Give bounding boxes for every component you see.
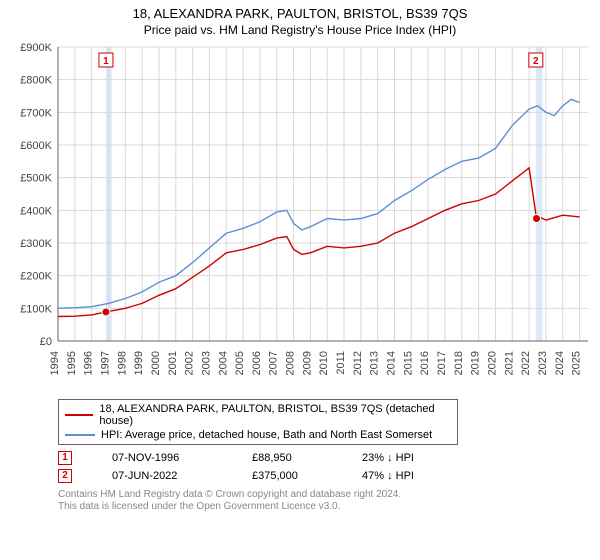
y-tick-label: £600K [20, 140, 52, 152]
x-tick-label: 1997 [99, 351, 111, 375]
x-tick-label: 1994 [49, 351, 61, 375]
legend-row: HPI: Average price, detached house, Bath… [65, 428, 451, 442]
tx-date: 07-NOV-1996 [112, 452, 212, 464]
x-tick-label: 2017 [436, 351, 448, 375]
tx-price: £88,950 [252, 452, 322, 464]
x-tick-label: 2023 [537, 351, 549, 375]
chart-area: £0 £100K £200K £300K £400K £500K £600K £700K £80… [8, 41, 592, 391]
y-tick-label: £700K [20, 107, 52, 119]
x-tick-label: 2004 [217, 351, 229, 375]
legend-swatch [65, 434, 95, 436]
x-tick-label: 2010 [318, 351, 330, 375]
x-tick-label: 2018 [453, 351, 465, 375]
x-tick-label: 2021 [503, 351, 515, 375]
x-tick-label: 2000 [150, 351, 162, 375]
series-hpi [58, 99, 580, 308]
tx-delta: 47% ↓ HPI [362, 470, 414, 482]
legend-swatch [65, 414, 93, 416]
footnote: Contains HM Land Registry data © Crown c… [58, 489, 592, 514]
footnote-line: Contains HM Land Registry data © Crown c… [58, 489, 592, 502]
highlight-band [536, 47, 543, 341]
x-tick-label: 1999 [133, 351, 145, 375]
svg-text:1: 1 [103, 56, 109, 67]
marker-callout: 1 [99, 53, 113, 67]
x-tick-label: 2001 [167, 351, 179, 375]
x-tick-label: 2015 [402, 351, 414, 375]
marker-id-box: 1 [58, 451, 72, 465]
transaction-row: 1 07-NOV-1996 £88,950 23% ↓ HPI [58, 449, 592, 467]
y-tick-label: £400K [20, 205, 52, 217]
y-tick-label: £300K [20, 238, 52, 250]
x-tick-label: 2012 [352, 351, 364, 375]
marker-id-box: 2 [58, 469, 72, 483]
x-tick-label: 2007 [268, 351, 280, 375]
x-tick-label: 2025 [571, 351, 583, 375]
x-tick-label: 2013 [369, 351, 381, 375]
x-tick-label: 2008 [285, 351, 297, 375]
tx-price: £375,000 [252, 470, 322, 482]
chart-title: 18, ALEXANDRA PARK, PAULTON, BRISTOL, BS… [8, 6, 592, 23]
tx-delta: 23% ↓ HPI [362, 452, 414, 464]
x-tick-label: 2006 [251, 351, 263, 375]
x-tick-label: 2014 [386, 351, 398, 375]
x-tick-label: 2002 [184, 351, 196, 375]
legend-label: 18, ALEXANDRA PARK, PAULTON, BRISTOL, BS… [99, 403, 451, 427]
legend-row: 18, ALEXANDRA PARK, PAULTON, BRISTOL, BS… [65, 402, 451, 428]
chart-subtitle: Price paid vs. HM Land Registry's House … [8, 23, 592, 37]
y-tick-label: £800K [20, 75, 52, 87]
y-tick-label: £100K [20, 303, 52, 315]
svg-text:2: 2 [533, 56, 539, 67]
transaction-dot [102, 308, 110, 316]
legend-label: HPI: Average price, detached house, Bath… [101, 429, 432, 441]
tx-date: 07-JUN-2022 [112, 470, 212, 482]
x-tick-label: 2003 [200, 351, 212, 375]
x-tick-label: 2019 [470, 351, 482, 375]
x-tick-label: 2024 [554, 351, 566, 375]
x-tick-label: 1996 [83, 351, 95, 375]
x-tick-label: 2009 [301, 351, 313, 375]
y-tick-label: £900K [20, 42, 52, 54]
legend-box: 18, ALEXANDRA PARK, PAULTON, BRISTOL, BS… [58, 399, 458, 445]
y-tick-label: £500K [20, 173, 52, 185]
footnote-line: This data is licensed under the Open Gov… [58, 501, 592, 514]
x-tick-label: 2020 [486, 351, 498, 375]
y-tick-label: £200K [20, 271, 52, 283]
x-tick-label: 2016 [419, 351, 431, 375]
transaction-row: 2 07-JUN-2022 £375,000 47% ↓ HPI [58, 467, 592, 485]
x-tick-label: 1998 [116, 351, 128, 375]
line-chart-svg: £0 £100K £200K £300K £400K £500K £600K £700K £80… [8, 41, 592, 391]
x-tick-label: 2011 [335, 351, 347, 375]
marker-callout: 2 [529, 53, 543, 67]
x-tick-label: 2022 [520, 351, 532, 375]
x-tick-label: 1995 [66, 351, 78, 375]
transactions-table: 1 07-NOV-1996 £88,950 23% ↓ HPI 2 07-JUN-2022… [58, 449, 592, 485]
transaction-dot [533, 214, 541, 222]
y-tick-label: £0 [40, 336, 52, 348]
x-tick-label: 2005 [234, 351, 246, 375]
